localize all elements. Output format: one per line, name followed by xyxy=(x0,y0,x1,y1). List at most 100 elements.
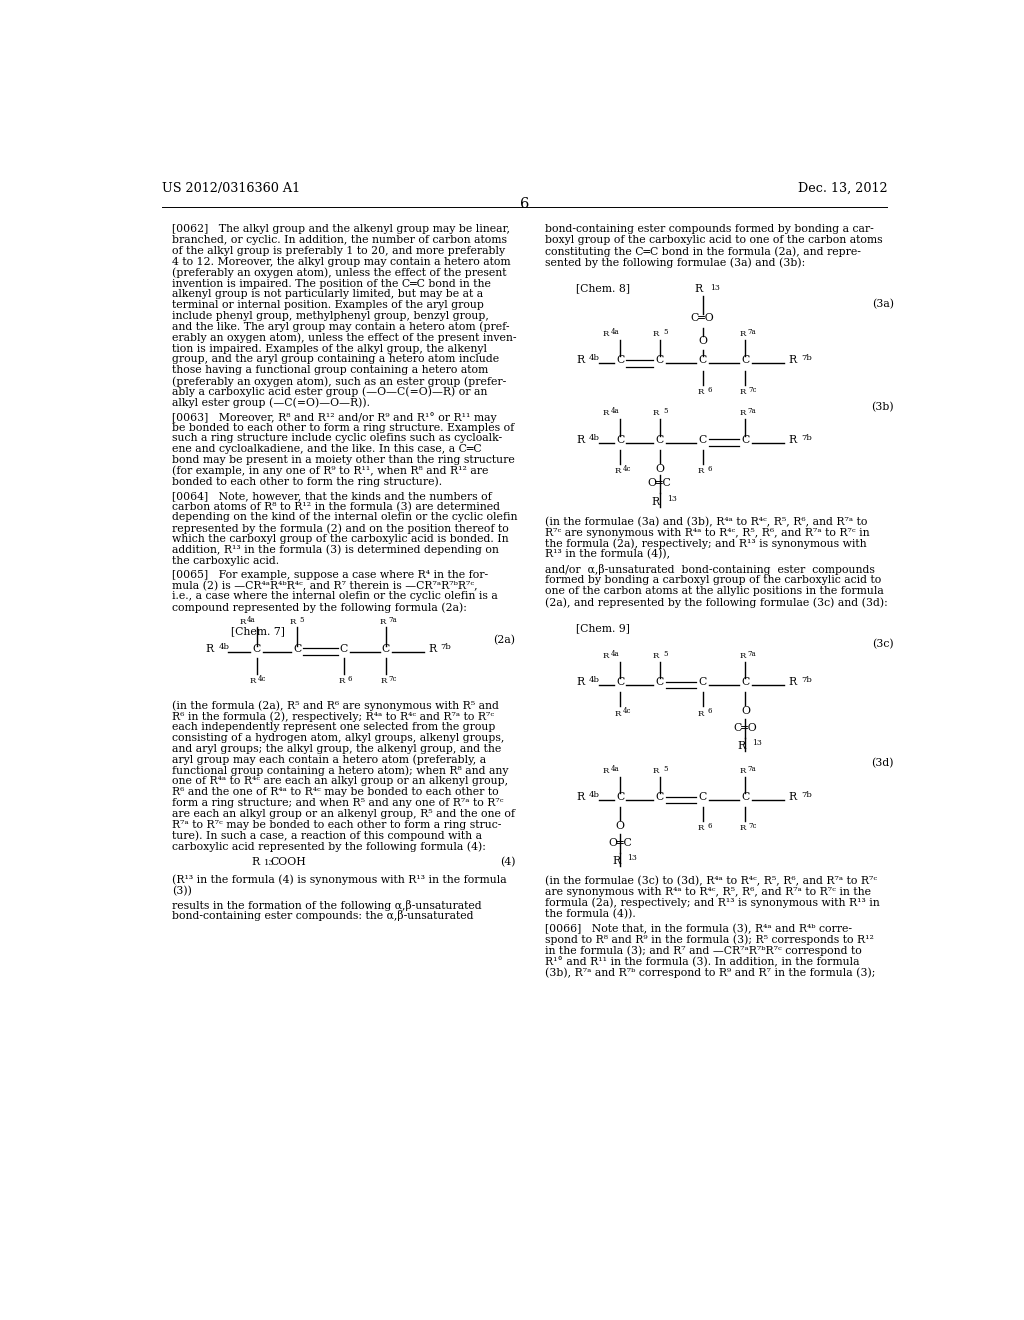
Text: 4b: 4b xyxy=(589,433,600,442)
Text: 7b: 7b xyxy=(801,433,812,442)
Text: 13: 13 xyxy=(753,739,763,747)
Text: C: C xyxy=(615,792,625,803)
Text: boxyl group of the carboxylic acid to one of the carbon atoms: boxyl group of the carboxylic acid to on… xyxy=(545,235,883,246)
Text: R: R xyxy=(739,409,745,417)
Text: (2a): (2a) xyxy=(494,635,515,645)
Text: (in the formula (2a), R⁵ and R⁶ are synonymous with R⁵ and: (in the formula (2a), R⁵ and R⁶ are syno… xyxy=(172,701,499,711)
Text: formula (2a), respectively; and R¹³ is synonymous with R¹³ in: formula (2a), respectively; and R¹³ is s… xyxy=(545,898,880,908)
Text: are each an alkyl group or an alkenyl group, R⁵ and the one of: are each an alkyl group or an alkenyl gr… xyxy=(172,809,515,818)
Text: 13: 13 xyxy=(667,495,677,503)
Text: 13: 13 xyxy=(264,859,274,867)
Text: R⁷ᵃ to R⁷ᶜ may be bonded to each other to form a ring struc-: R⁷ᵃ to R⁷ᶜ may be bonded to each other t… xyxy=(172,820,501,829)
Text: the carboxylic acid.: the carboxylic acid. xyxy=(172,556,279,566)
Text: 7a: 7a xyxy=(748,408,756,416)
Text: R: R xyxy=(380,677,387,685)
Text: [0065]   For example, suppose a case where R⁴ in the for-: [0065] For example, suppose a case where… xyxy=(172,570,487,579)
Text: R: R xyxy=(614,710,621,718)
Text: (3)): (3)) xyxy=(172,886,191,896)
Text: bond-containing ester compounds: the α,β-unsaturated: bond-containing ester compounds: the α,β… xyxy=(172,911,473,921)
Text: 6: 6 xyxy=(348,675,352,682)
Text: alkenyl group is not particularly limited, but may be at a: alkenyl group is not particularly limite… xyxy=(172,289,482,300)
Text: 7b: 7b xyxy=(440,643,452,651)
Text: R: R xyxy=(206,644,214,653)
Text: Dec. 13, 2012: Dec. 13, 2012 xyxy=(798,182,888,195)
Text: [Chem. 8]: [Chem. 8] xyxy=(577,282,631,293)
Text: group, and the aryl group containing a hetero atom include: group, and the aryl group containing a h… xyxy=(172,354,499,364)
Text: ture). In such a case, a reaction of this compound with a: ture). In such a case, a reaction of thi… xyxy=(172,830,481,841)
Text: 5: 5 xyxy=(663,649,668,657)
Text: 13: 13 xyxy=(710,284,720,292)
Text: C: C xyxy=(615,434,625,445)
Text: R: R xyxy=(614,467,621,475)
Text: R: R xyxy=(612,855,621,866)
Text: 4a: 4a xyxy=(611,764,620,772)
Text: represented by the formula (2) and on the position thereof to: represented by the formula (2) and on th… xyxy=(172,523,508,533)
Text: C═O: C═O xyxy=(733,723,758,733)
Text: COOH: COOH xyxy=(270,858,306,867)
Text: R: R xyxy=(251,858,259,867)
Text: R: R xyxy=(577,355,585,366)
Text: 5: 5 xyxy=(663,327,668,337)
Text: R: R xyxy=(697,825,703,833)
Text: include phenyl group, methylphenyl group, benzyl group,: include phenyl group, methylphenyl group… xyxy=(172,312,488,321)
Text: (3d): (3d) xyxy=(871,758,894,768)
Text: invention is impaired. The position of the C═C bond in the: invention is impaired. The position of t… xyxy=(172,279,490,289)
Text: [0064]   Note, however, that the kinds and the numbers of: [0064] Note, however, that the kinds and… xyxy=(172,491,492,500)
Text: 4b: 4b xyxy=(589,791,600,799)
Text: (for example, in any one of R⁹ to R¹¹, when R⁸ and R¹² are: (for example, in any one of R⁹ to R¹¹, w… xyxy=(172,466,488,477)
Text: R: R xyxy=(428,644,436,653)
Text: 4b: 4b xyxy=(589,354,600,362)
Text: carboxylic acid represented by the following formula (4):: carboxylic acid represented by the follo… xyxy=(172,841,485,851)
Text: 4a: 4a xyxy=(247,616,255,624)
Text: 4c: 4c xyxy=(623,465,632,473)
Text: C: C xyxy=(698,792,707,803)
Text: 7c: 7c xyxy=(389,675,397,682)
Text: which the carboxyl group of the carboxylic acid is bonded. In: which the carboxyl group of the carboxyl… xyxy=(172,535,508,544)
Text: R: R xyxy=(577,792,585,803)
Text: branched, or cyclic. In addition, the number of carbon atoms: branched, or cyclic. In addition, the nu… xyxy=(172,235,507,246)
Text: O: O xyxy=(655,465,665,474)
Text: in the formula (3); and R⁷ and —CR⁷ᵃR⁷ᵇR⁷ᶜ correspond to: in the formula (3); and R⁷ and —CR⁷ᵃR⁷ᵇR… xyxy=(545,945,861,956)
Text: R: R xyxy=(788,355,797,366)
Text: R⁷ᶜ are synonymous with R⁴ᵃ to R⁴ᶜ, R⁵, R⁶, and R⁷ᵃ to R⁷ᶜ in: R⁷ᶜ are synonymous with R⁴ᵃ to R⁴ᶜ, R⁵, … xyxy=(545,528,869,537)
Text: R: R xyxy=(788,677,797,688)
Text: (preferably an oxygen atom), such as an ester group (prefer-: (preferably an oxygen atom), such as an … xyxy=(172,376,506,387)
Text: (3c): (3c) xyxy=(872,639,894,649)
Text: R: R xyxy=(697,710,703,718)
Text: and aryl groups; the alkyl group, the alkenyl group, and the: and aryl groups; the alkyl group, the al… xyxy=(172,743,501,754)
Text: addition, R¹³ in the formula (3) is determined depending on: addition, R¹³ in the formula (3) is dete… xyxy=(172,545,499,556)
Text: [0063]   Moreover, R⁸ and R¹² and/or R⁹ and R¹° or R¹¹ may: [0063] Moreover, R⁸ and R¹² and/or R⁹ an… xyxy=(172,412,497,422)
Text: 6: 6 xyxy=(520,197,529,211)
Text: R: R xyxy=(788,434,797,445)
Text: R: R xyxy=(290,618,296,626)
Text: R: R xyxy=(338,677,345,685)
Text: (3a): (3a) xyxy=(871,300,894,309)
Text: R: R xyxy=(697,388,703,396)
Text: R⁶ in the formula (2), respectively; R⁴ᵃ to R⁴ᶜ and R⁷ᵃ to R⁷ᶜ: R⁶ in the formula (2), respectively; R⁴ᵃ… xyxy=(172,711,494,722)
Text: consisting of a hydrogen atom, alkyl groups, alkenyl groups,: consisting of a hydrogen atom, alkyl gro… xyxy=(172,733,504,743)
Text: C: C xyxy=(698,434,707,445)
Text: 6: 6 xyxy=(708,465,712,473)
Text: O: O xyxy=(741,706,750,717)
Text: aryl group may each contain a hetero atom (preferably, a: aryl group may each contain a hetero ato… xyxy=(172,755,485,766)
Text: 4a: 4a xyxy=(611,327,620,337)
Text: R: R xyxy=(602,330,609,338)
Text: 7a: 7a xyxy=(748,327,756,337)
Text: C═O: C═O xyxy=(691,313,715,322)
Text: R: R xyxy=(739,767,745,775)
Text: 6: 6 xyxy=(708,708,712,715)
Text: R: R xyxy=(652,652,658,660)
Text: (preferably an oxygen atom), unless the effect of the present: (preferably an oxygen atom), unless the … xyxy=(172,268,506,279)
Text: terminal or internal position. Examples of the aryl group: terminal or internal position. Examples … xyxy=(172,300,483,310)
Text: 7a: 7a xyxy=(748,764,756,772)
Text: sented by the following formulae (3a) and (3b):: sented by the following formulae (3a) an… xyxy=(545,257,805,268)
Text: C: C xyxy=(655,434,664,445)
Text: 6: 6 xyxy=(708,822,712,830)
Text: the formula (4)).: the formula (4)). xyxy=(545,908,635,919)
Text: R: R xyxy=(697,467,703,475)
Text: R⁶ and the one of R⁴ᵃ to R⁴ᶜ may be bonded to each other to: R⁶ and the one of R⁴ᵃ to R⁴ᶜ may be bond… xyxy=(172,787,499,797)
Text: 4 to 12. Moreover, the alkyl group may contain a hetero atom: 4 to 12. Moreover, the alkyl group may c… xyxy=(172,257,510,267)
Text: R: R xyxy=(652,409,658,417)
Text: results in the formation of the following α,β-unsaturated: results in the formation of the followin… xyxy=(172,900,481,911)
Text: depending on the kind of the internal olefin or the cyclic olefin: depending on the kind of the internal ol… xyxy=(172,512,517,523)
